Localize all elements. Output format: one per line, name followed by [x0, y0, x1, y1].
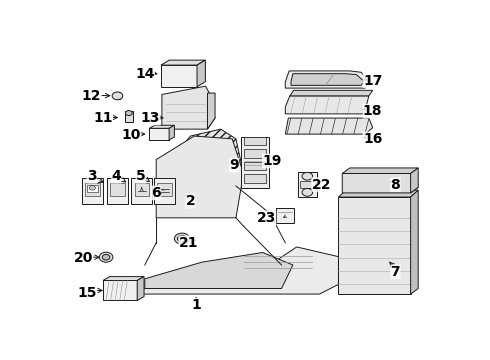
Text: 21: 21 — [179, 236, 198, 250]
Bar — [157, 183, 172, 197]
Polygon shape — [411, 168, 418, 193]
Polygon shape — [339, 197, 411, 294]
Polygon shape — [169, 125, 174, 140]
Bar — [300, 181, 315, 188]
Polygon shape — [170, 187, 204, 205]
Text: 10: 10 — [122, 128, 141, 142]
Text: 16: 16 — [363, 132, 382, 146]
Bar — [244, 137, 267, 145]
Bar — [87, 185, 98, 192]
Text: 22: 22 — [312, 177, 331, 192]
Polygon shape — [161, 60, 205, 65]
Polygon shape — [342, 174, 418, 193]
Polygon shape — [290, 90, 372, 96]
Bar — [241, 137, 269, 188]
Text: 7: 7 — [391, 265, 400, 279]
Text: 1: 1 — [191, 298, 201, 312]
Text: 3: 3 — [87, 169, 97, 183]
Polygon shape — [161, 65, 197, 87]
Text: 20: 20 — [74, 251, 93, 265]
Bar — [82, 177, 103, 204]
Text: 13: 13 — [141, 111, 160, 125]
Bar — [244, 149, 267, 158]
Polygon shape — [103, 280, 137, 301]
Circle shape — [102, 255, 110, 260]
Bar — [107, 177, 128, 204]
Text: 5: 5 — [136, 169, 146, 183]
Text: 11: 11 — [93, 111, 113, 125]
Polygon shape — [342, 168, 418, 174]
Polygon shape — [339, 190, 418, 197]
Text: 17: 17 — [363, 74, 382, 87]
Polygon shape — [411, 190, 418, 294]
Polygon shape — [145, 252, 293, 288]
Bar — [298, 172, 317, 197]
Bar — [154, 177, 175, 204]
Polygon shape — [174, 154, 204, 176]
Text: 4: 4 — [111, 169, 121, 183]
Text: 2: 2 — [186, 194, 195, 208]
Polygon shape — [291, 74, 364, 85]
Text: 9: 9 — [229, 158, 239, 172]
Text: 14: 14 — [135, 67, 154, 81]
Bar — [116, 92, 121, 99]
Text: 12: 12 — [82, 89, 101, 103]
Circle shape — [177, 235, 187, 242]
Bar — [124, 111, 133, 122]
Circle shape — [112, 92, 123, 100]
Polygon shape — [103, 276, 144, 280]
Polygon shape — [162, 86, 215, 129]
Text: 15: 15 — [77, 286, 97, 300]
Text: 6: 6 — [151, 186, 161, 200]
Circle shape — [174, 233, 190, 244]
Polygon shape — [207, 93, 215, 129]
Polygon shape — [285, 71, 369, 88]
Text: 23: 23 — [257, 211, 276, 225]
Polygon shape — [149, 128, 169, 140]
Bar — [131, 177, 152, 204]
Circle shape — [99, 252, 113, 262]
Polygon shape — [156, 136, 244, 218]
Text: 8: 8 — [391, 177, 400, 192]
Text: 18: 18 — [363, 104, 382, 118]
Circle shape — [302, 188, 313, 196]
Polygon shape — [137, 276, 144, 301]
Polygon shape — [126, 247, 339, 294]
Circle shape — [302, 172, 313, 180]
Bar — [276, 208, 294, 223]
Bar — [110, 183, 124, 197]
Bar — [135, 183, 149, 197]
Bar — [85, 183, 99, 197]
Circle shape — [89, 186, 96, 190]
Bar — [244, 174, 267, 183]
Text: 19: 19 — [262, 154, 282, 168]
Polygon shape — [172, 129, 244, 186]
Polygon shape — [197, 60, 205, 87]
Polygon shape — [149, 125, 174, 128]
Polygon shape — [285, 118, 372, 134]
Polygon shape — [285, 96, 369, 114]
Bar — [244, 162, 267, 170]
Circle shape — [125, 111, 132, 116]
